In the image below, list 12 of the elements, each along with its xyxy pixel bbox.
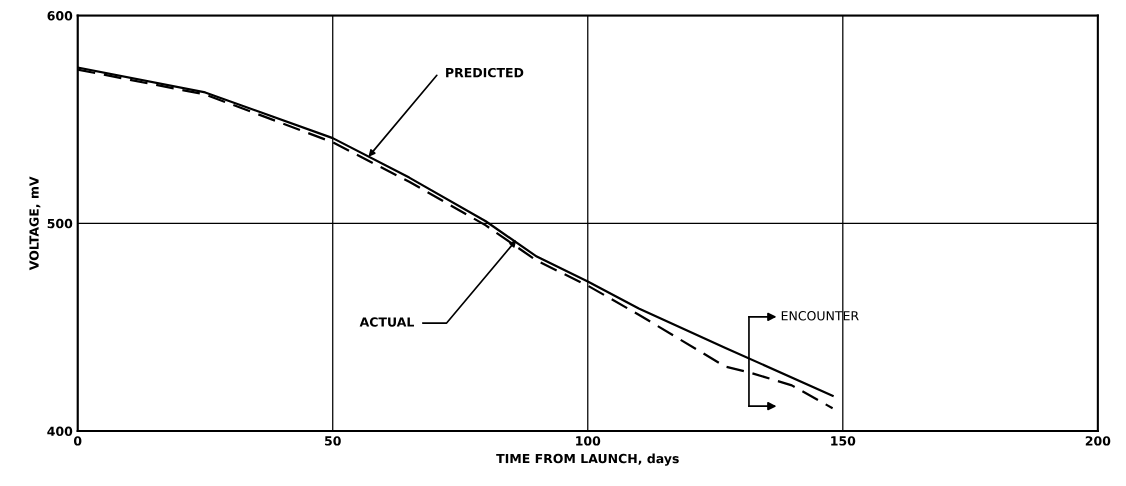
x-tick-label: 100 xyxy=(576,436,601,446)
x-tick-label: 0 xyxy=(73,436,82,446)
x-tick-label: 150 xyxy=(831,436,856,446)
x-tick-label: 50 xyxy=(325,436,341,446)
x-axis-title: TIME FROM LAUNCH, days xyxy=(496,453,679,466)
annotation: ACTUAL xyxy=(359,317,414,327)
y-tick-label: 600 xyxy=(47,11,73,21)
annotation: PREDICTED xyxy=(446,67,524,78)
x-tick-label: 200 xyxy=(1085,436,1111,446)
y-axis-title: VOLTAGE, mV xyxy=(29,176,41,271)
y-tick-label: 400 xyxy=(47,426,73,437)
y-tick-label: 500 xyxy=(47,218,73,229)
